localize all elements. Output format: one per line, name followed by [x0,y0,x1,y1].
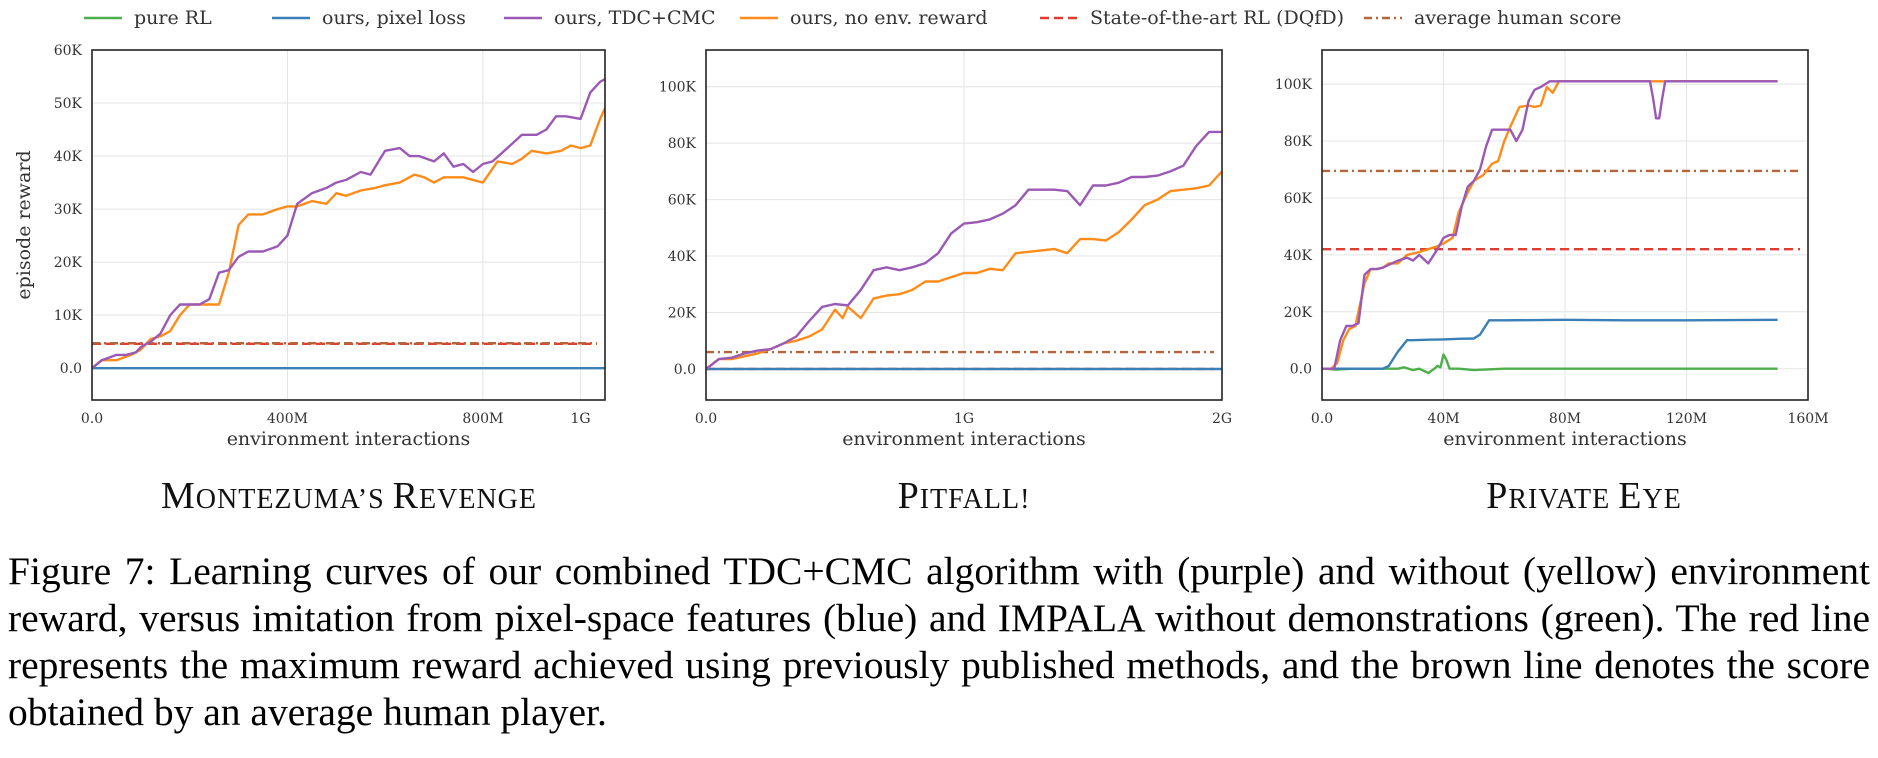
x-axis-label: environment interactions [1443,428,1687,450]
x-tick-label: 400M [267,411,308,427]
y-tick-label: 40K [1284,248,1313,264]
x-tick-label: 2G [1212,411,1232,427]
y-tick-label: 100K [659,80,697,96]
gridlines [91,49,605,400]
x-axis-label: environment interactions [227,428,471,450]
x-tick-label: 0.0 [81,411,103,427]
x-tick-label: 40M [1427,411,1459,427]
series-line-ours-tdc-cmc [1322,80,1778,370]
y-tick-label: 80K [668,136,697,152]
y-tick-label: 50K [54,96,83,112]
y-tick-label: 0.0 [60,361,82,377]
legend-label: average human score [1414,7,1621,29]
y-tick-label: 20K [1284,305,1313,321]
y-tick-label: 0.0 [1290,362,1312,378]
x-tick-label: 800M [462,411,503,427]
legend-entry-average-human-score: average human score [1364,7,1621,29]
y-tick-label: 60K [668,193,697,209]
y-tick-label: 40K [54,149,83,165]
legend-entry-ours-no-env-reward: ours, no env. reward [740,7,988,29]
x-tick-label: 120M [1666,411,1707,427]
y-tick-label: 100K [1275,77,1313,93]
plot-frame [91,49,606,401]
series-line-ours-tdc-cmc [706,130,1222,370]
series-line-ours-no-env-reward [92,107,605,370]
x-tick-label: 1G [954,411,974,427]
y-tick-label: 30K [54,202,83,218]
plot-area [706,130,1222,371]
x-tick-label: 80M [1549,411,1581,427]
y-tick-label: 0.0 [674,362,696,378]
panel-title: PITFALL! [898,475,1031,517]
panel-1: 0.0 400M 800M 1G 0.0 10K 20K 30K 40K 50K 60K enviro… [13,43,606,517]
y-tick-label: 20K [668,306,697,322]
legend-label: ours, TDC+CMC [554,7,715,29]
figure-caption: Figure 7: Learning curves of our combine… [8,549,1870,734]
legend-entry-state-of-the-art-rl-dqfd: State-of-the-art RL (DQfD) [1040,7,1344,29]
y-tick-label: 10K [54,308,83,324]
y-axis-label: episode reward [13,150,35,299]
legend-label: ours, pixel loss [322,7,466,29]
series-line-ours-no-env-reward [1322,80,1778,370]
legend-label: pure RL [134,7,212,29]
panel-2: 0.0 1G 2G 0.0 20K 40K 60K 80K 100K environment in… [659,49,1232,517]
y-tick-label: 60K [1284,191,1313,207]
y-tick-label: 60K [54,43,83,59]
y-tick-label: 40K [668,249,697,265]
y-tick-label: 20K [54,255,83,271]
x-tick-label: 1G [571,411,591,427]
series-line-ours-tdc-cmc [92,78,605,370]
legend-entry-pure-rl: pure RL [84,7,212,29]
plot-frame [1321,49,1809,401]
plot-area [92,78,605,370]
gridlines [1321,50,1809,400]
panel-3: 0.0 40M 80M 120M 160M 0.0 20K 40K 60K 80K 100K envi… [1275,49,1829,517]
x-axis-label: environment interactions [842,428,1086,450]
series-line-ours-pixel-loss [1322,318,1778,370]
series-line-ours-no-env-reward [706,170,1222,370]
y-tick-label: 80K [1284,134,1313,150]
plot-frame [705,49,1223,401]
plot-area [1322,80,1800,375]
panels: 0.0 400M 800M 1G 0.0 10K 20K 30K 40K 50K 60K enviro… [13,43,1829,517]
legend-entry-ours-pixel-loss: ours, pixel loss [272,7,466,29]
legend-entry-ours-tdc-cmc: ours, TDC+CMC [504,7,715,29]
legend-label: State-of-the-art RL (DQfD) [1090,7,1344,29]
legend-label: ours, no env. reward [790,7,988,29]
x-tick-label: 0.0 [1311,411,1333,427]
panel-title: MONTEZUMA’S REVENGE [161,475,537,517]
x-tick-label: 160M [1787,411,1828,427]
legend: pure RL ours, pixel loss ours, TDC+CMC ours… [84,7,1621,29]
panel-title: PRIVATE EYE [1486,475,1682,517]
x-tick-label: 0.0 [695,411,717,427]
